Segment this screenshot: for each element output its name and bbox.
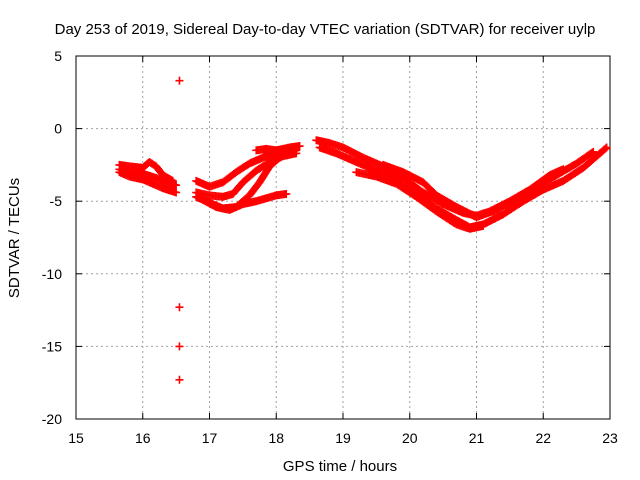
- data-point: [172, 181, 181, 190]
- data-point: [282, 189, 291, 198]
- axis-ticks: 15 16 17 18 19 20 21 22 23 5 0 -5 -10 -15 -20: [42, 48, 618, 446]
- y-tick-label: -15: [42, 338, 62, 354]
- data-markers: [115, 76, 611, 384]
- data-point: [172, 188, 181, 197]
- series-arc-g: [198, 189, 291, 214]
- series-outliers: [175, 76, 184, 384]
- series-arc-k: [352, 168, 488, 233]
- x-tick-label: 15: [68, 430, 84, 446]
- x-tick-label: 17: [202, 430, 218, 446]
- y-axis-label: SDTVAR / TECUs: [6, 178, 23, 298]
- data-point: [589, 147, 598, 156]
- series-arc-c: [115, 168, 181, 197]
- x-tick-label: 20: [402, 430, 418, 446]
- x-tick-label: 22: [535, 430, 551, 446]
- x-axis-label: GPS time / hours: [283, 458, 397, 475]
- grid-lines: [76, 56, 610, 419]
- data-point: [175, 342, 184, 351]
- y-tick-label: -10: [42, 266, 62, 282]
- data-point: [601, 144, 610, 153]
- x-tick-label: 23: [602, 430, 618, 446]
- series-arc-h: [252, 142, 304, 155]
- y-tick-label: 0: [54, 121, 62, 137]
- data-point: [479, 221, 488, 230]
- y-tick-label: 5: [54, 48, 62, 64]
- data-point: [295, 142, 304, 151]
- y-tick-label: -20: [42, 411, 62, 427]
- y-tick-label: -5: [50, 193, 63, 209]
- data-point: [175, 303, 184, 312]
- data-point: [175, 76, 184, 85]
- x-tick-label: 18: [268, 430, 284, 446]
- x-tick-label: 19: [335, 430, 351, 446]
- series-arc-l: [379, 147, 598, 222]
- x-tick-label: 16: [135, 430, 151, 446]
- data-point: [588, 148, 597, 157]
- data-point: [175, 375, 184, 384]
- data-point: [602, 143, 611, 152]
- x-tick-label: 21: [469, 430, 485, 446]
- chart-title: Day 253 of 2019, Sidereal Day-to-day VTE…: [55, 21, 596, 38]
